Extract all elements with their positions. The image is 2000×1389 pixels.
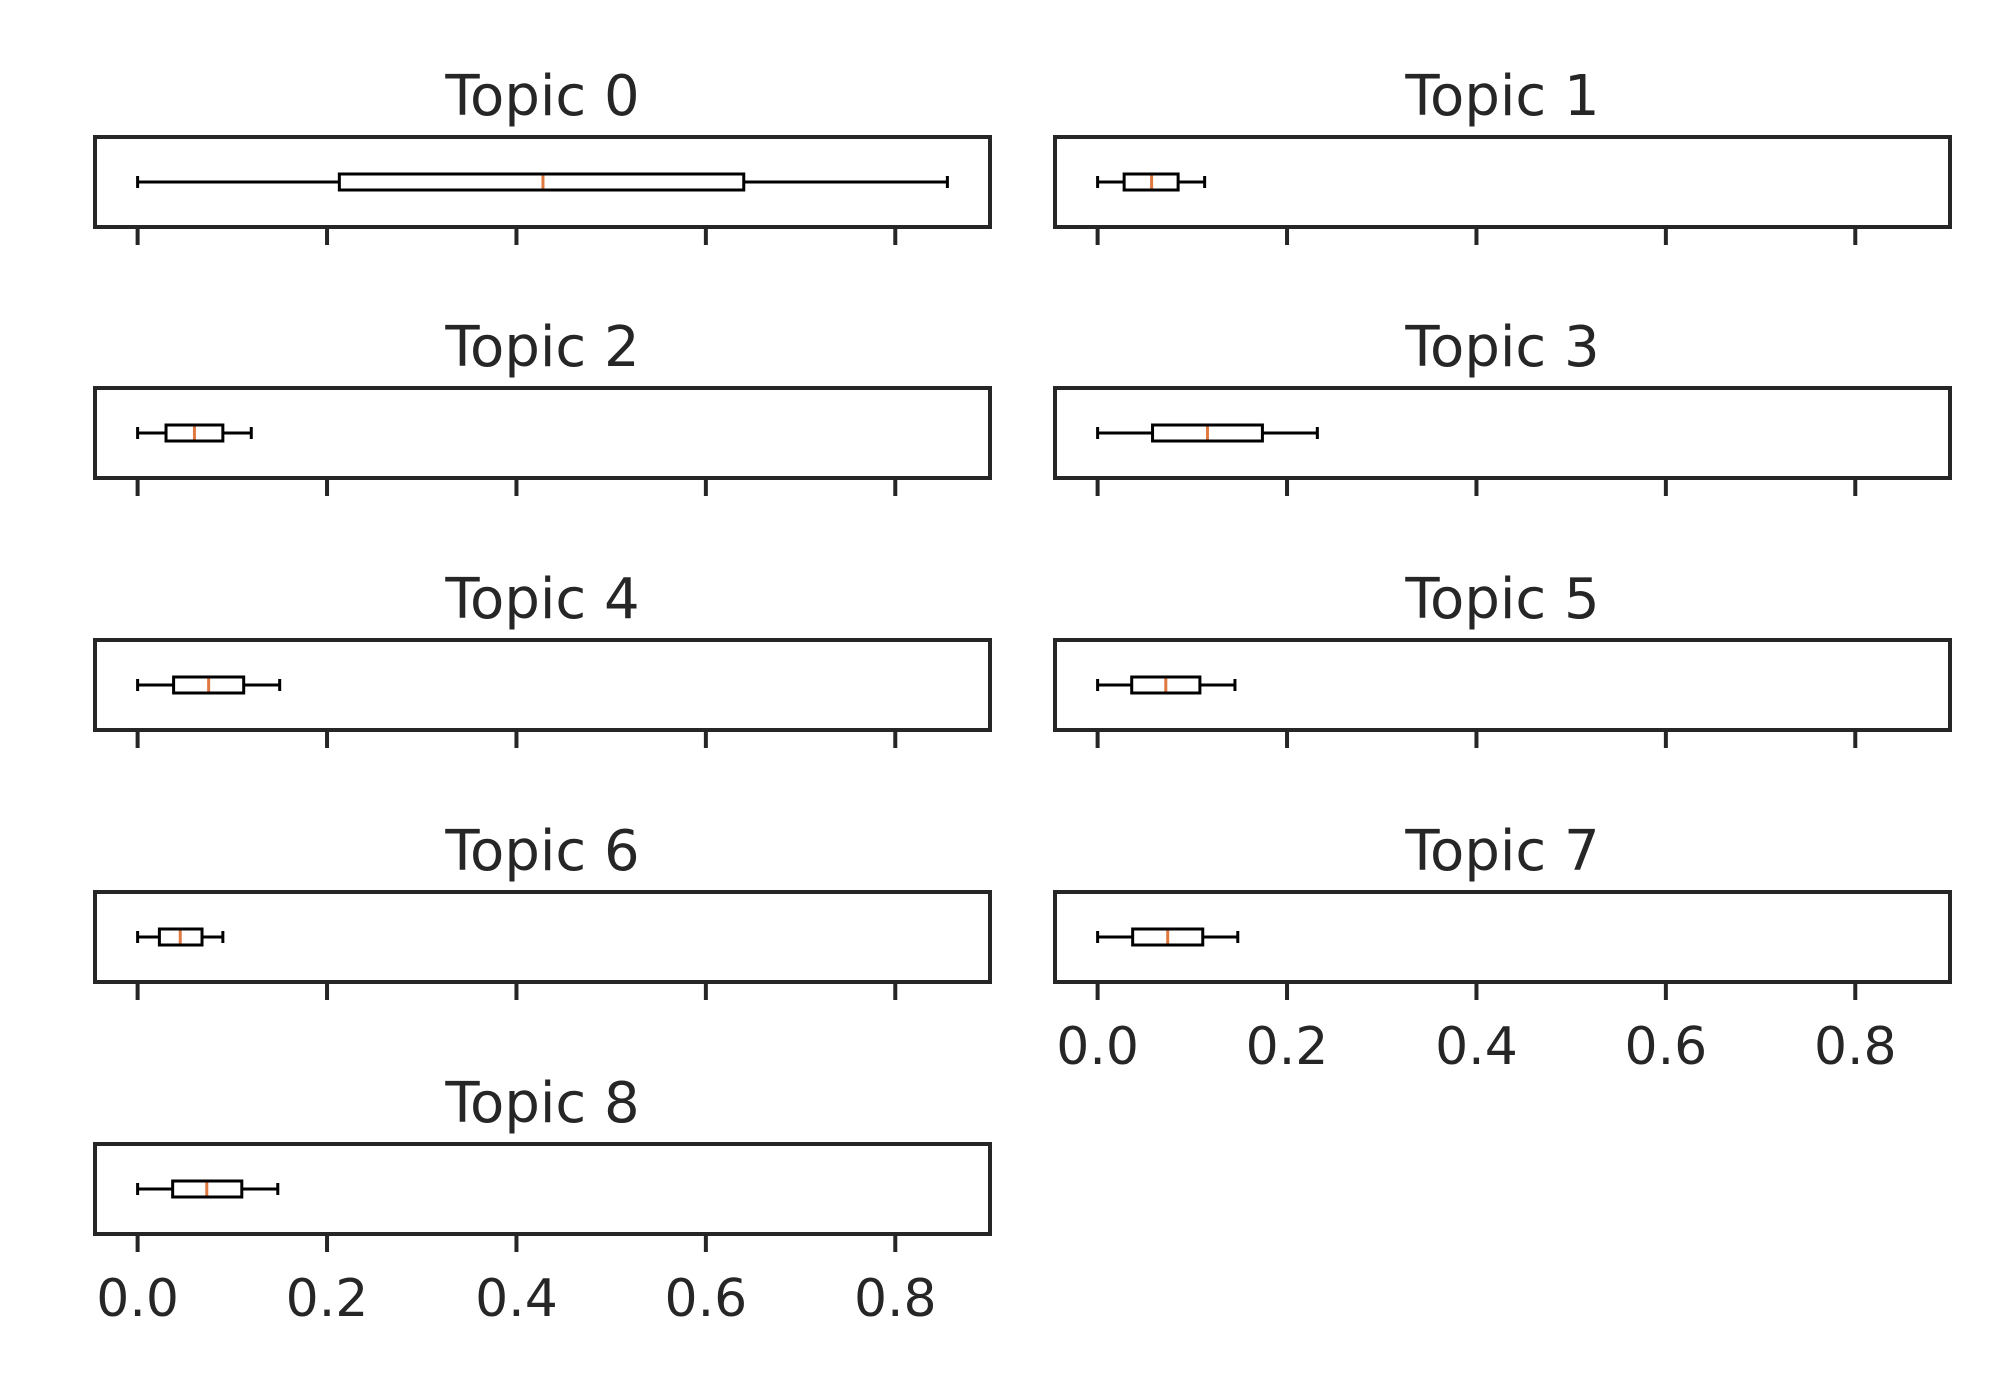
x-tick-label: 0.2	[1246, 1017, 1329, 1077]
panel-frame	[93, 1142, 992, 1236]
panel-topic-3: Topic 3	[1053, 315, 1952, 496]
panel-topic-1: Topic 1	[1053, 64, 1952, 245]
panel-title: Topic 3	[1404, 315, 1599, 380]
x-tick-label: 0.0	[96, 1269, 179, 1329]
panel-frame	[1053, 386, 1952, 480]
panel-frame	[1053, 638, 1952, 732]
x-tick-label: 0.6	[665, 1269, 748, 1329]
panel-title: Topic 2	[444, 315, 639, 380]
panel-topic-7: Topic 7 0.0 0.2 0.4 0.6 0.8	[1053, 819, 1952, 1077]
panel-title: Topic 0	[444, 64, 639, 129]
panel-title: Topic 6	[444, 819, 639, 884]
panel-frame	[1053, 890, 1952, 984]
panel-topic-0: Topic 0	[93, 64, 992, 245]
x-tick-label: 0.8	[1814, 1017, 1897, 1077]
panel-topic-6: Topic 6	[93, 819, 992, 1000]
panel-topic-2: Topic 2	[93, 315, 992, 496]
panel-frame	[93, 386, 992, 480]
panel-frame	[1053, 135, 1952, 229]
panel-title: Topic 4	[444, 567, 639, 632]
x-tick-label: 0.6	[1625, 1017, 1708, 1077]
panel-title: Topic 7	[1404, 819, 1599, 884]
panel-topic-4: Topic 4	[93, 567, 992, 748]
x-tick-label: 0.4	[1435, 1017, 1518, 1077]
panel-frame	[93, 135, 992, 229]
panel-frame	[93, 890, 992, 984]
x-tick-label: 0.8	[854, 1269, 937, 1329]
panel-title: Topic 5	[1404, 567, 1599, 632]
x-tick-label: 0.2	[286, 1269, 369, 1329]
x-tick-label: 0.0	[1056, 1017, 1139, 1077]
panel-topic-8: Topic 8 0.0 0.2 0.4 0.6 0.8	[93, 1071, 992, 1329]
x-tick-label: 0.4	[475, 1269, 558, 1329]
panel-title: Topic 1	[1404, 64, 1599, 129]
panel-topic-5: Topic 5	[1053, 567, 1952, 748]
panel-title: Topic 8	[444, 1071, 639, 1136]
panel-frame	[93, 638, 992, 732]
